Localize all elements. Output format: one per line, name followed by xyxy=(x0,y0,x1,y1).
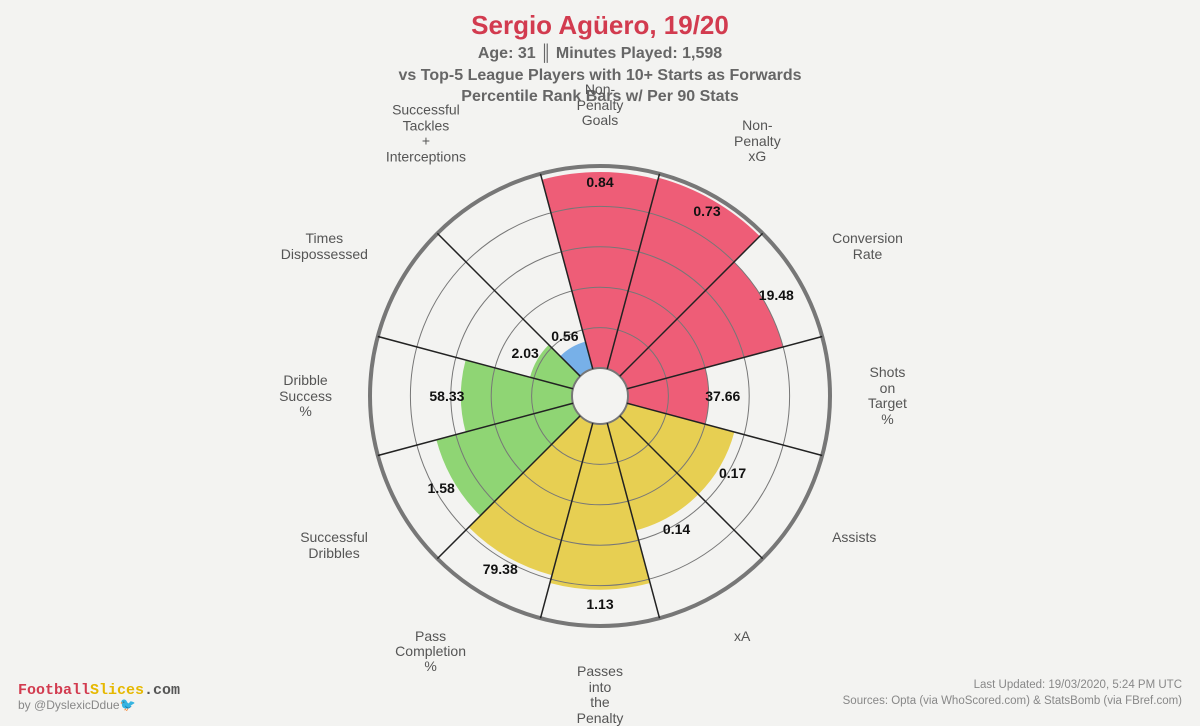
value-label: 58.33 xyxy=(429,388,464,404)
polar-bar-chart: 0.84Non- Penalty Goals0.73Non- Penalty x… xyxy=(0,95,1200,723)
value-label: 0.84 xyxy=(586,174,613,190)
footer-byline: by @DyslexicDdue🐦 xyxy=(18,697,180,713)
value-label: 2.03 xyxy=(512,345,539,361)
value-label: 1.58 xyxy=(428,480,455,496)
value-label: 19.48 xyxy=(759,287,794,303)
grid-spoke xyxy=(437,234,580,377)
category-label: xA xyxy=(734,629,750,644)
category-label: Successful Tackles + Interceptions xyxy=(386,103,466,165)
footer-meta: Last Updated: 19/03/2020, 5:24 PM UTC So… xyxy=(843,677,1182,709)
category-label: Times Dispossessed xyxy=(281,232,368,263)
category-label: Shots on Target % xyxy=(868,366,907,428)
chart-title: Sergio Agüero, 19/20 xyxy=(0,10,1200,41)
brand-part-3: .com xyxy=(144,682,180,699)
twitter-icon: 🐦 xyxy=(120,697,136,712)
value-label: 0.73 xyxy=(693,203,720,219)
byline-prefix: by xyxy=(18,698,34,712)
value-label: 37.66 xyxy=(705,388,740,404)
value-label: 0.14 xyxy=(663,521,690,537)
value-label: 0.17 xyxy=(719,465,746,481)
category-label: Conversion Rate xyxy=(832,232,903,263)
category-label: Passes into the Penalty xyxy=(577,664,624,726)
sources: Sources: Opta (via WhoScored.com) & Stat… xyxy=(843,693,1182,709)
value-label: 79.38 xyxy=(483,561,518,577)
last-updated: Last Updated: 19/03/2020, 5:24 PM UTC xyxy=(843,677,1182,693)
category-label: Non- Penalty Goals xyxy=(577,82,624,128)
footer-brand: FootballSlices.com by @DyslexicDdue🐦 xyxy=(18,681,180,713)
value-label: 1.13 xyxy=(586,596,613,612)
category-label: Dribble Success % xyxy=(279,373,332,419)
value-label: 0.56 xyxy=(551,328,578,344)
byline-handle: @DyslexicDdue xyxy=(34,698,120,712)
category-label: Pass Completion % xyxy=(395,629,466,675)
category-label: Non- Penalty xG xyxy=(734,118,781,164)
category-label: Assists xyxy=(832,530,876,545)
center-hole xyxy=(572,368,628,424)
subtitle-line-1: Age: 31 ║ Minutes Played: 1,598 xyxy=(478,45,722,62)
category-label: Successful Dribbles xyxy=(300,530,368,561)
